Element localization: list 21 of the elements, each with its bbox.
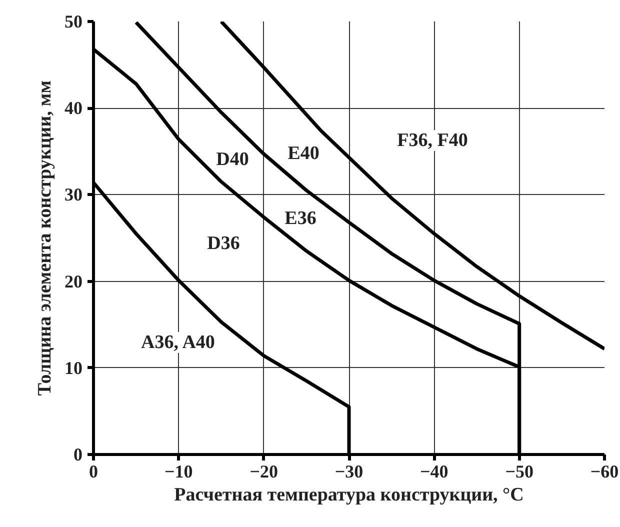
y-tick-label: 50	[64, 12, 82, 32]
y-tick-label: 0	[74, 444, 82, 464]
y-tick-label: 40	[64, 98, 82, 118]
y-tick-label: 20	[64, 271, 82, 292]
y-tick-label: 10	[64, 358, 82, 378]
y-tick-label: 30	[64, 184, 82, 205]
annotation: D40	[216, 149, 249, 170]
annotation: E36	[284, 208, 316, 229]
x-tick-label: −10	[164, 462, 193, 482]
x-tick-label: −60	[590, 462, 619, 482]
x-tick-label: −30	[334, 462, 364, 482]
x-axis-title: Расчетная температура конструкции, °C	[174, 484, 524, 506]
x-tick-label: 0	[89, 462, 98, 482]
x-tick-label: −40	[420, 462, 448, 482]
annotation: E40	[288, 143, 320, 164]
annotation: D36	[207, 233, 240, 254]
annotation: F36, F40	[397, 130, 468, 151]
x-tick-label: −50	[505, 462, 534, 482]
y-axis-title: Толщина элемента конструкции, мм	[34, 80, 56, 396]
annotation: A36, A40	[141, 332, 215, 353]
x-tick-label: −20	[250, 462, 278, 482]
